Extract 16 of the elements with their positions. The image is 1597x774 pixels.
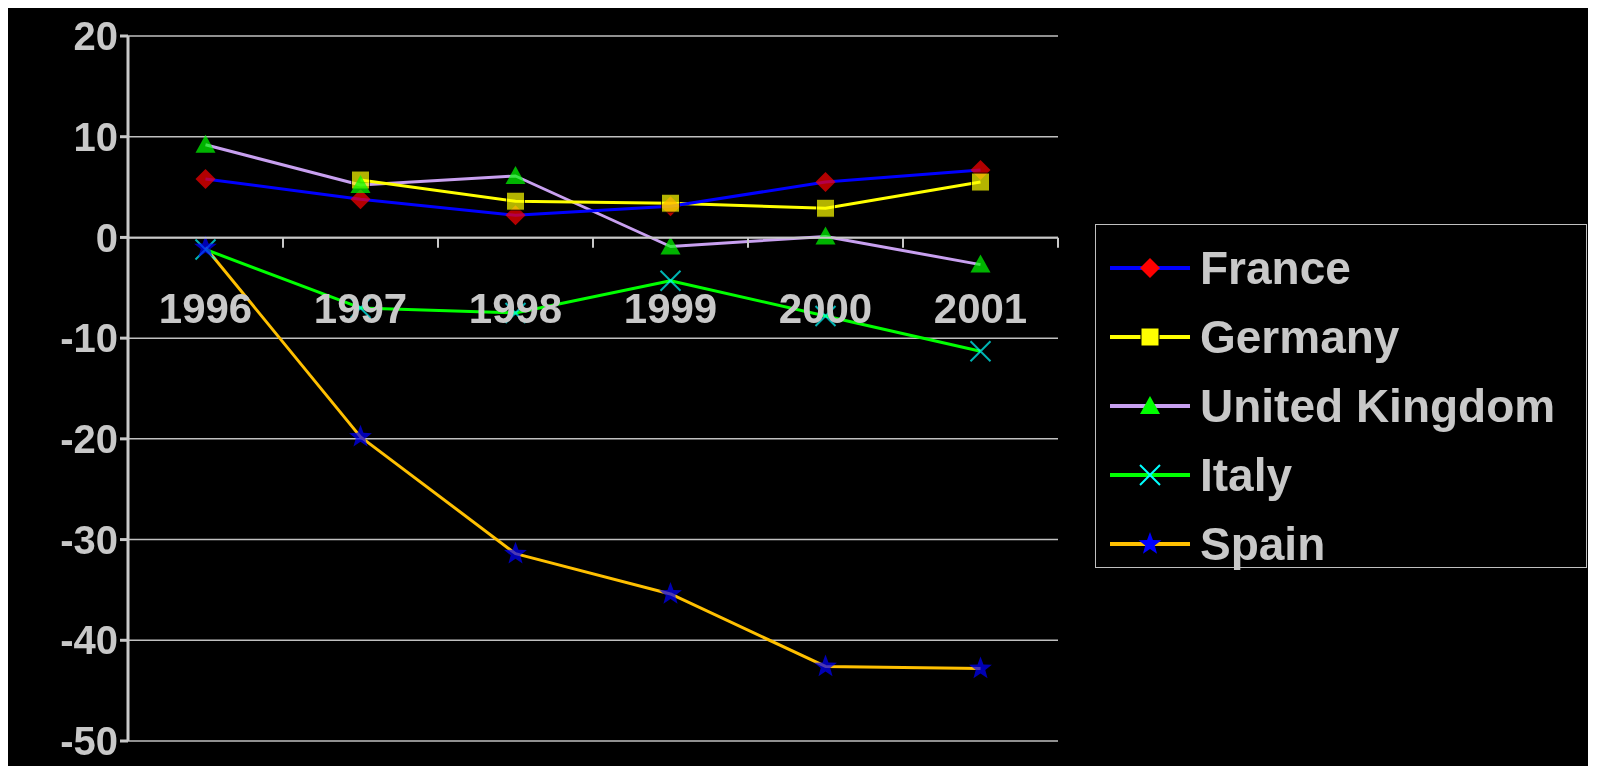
x-tick-label: 1996 <box>158 284 253 332</box>
y-tick-label: 0 <box>95 215 118 260</box>
y-tick-label: -30 <box>60 517 118 562</box>
y-tick-label: -40 <box>60 618 118 663</box>
x-tick-label: 2001 <box>933 284 1028 332</box>
y-tick-label: 20 <box>73 14 118 59</box>
x-tick-label: 1999 <box>623 284 718 332</box>
legend-label: France <box>1200 240 1351 295</box>
y-tick-label: -10 <box>60 316 118 361</box>
y-tick-label: 10 <box>73 114 118 159</box>
legend-label: United Kingdom <box>1200 378 1556 433</box>
y-tick-label: -50 <box>60 719 118 764</box>
legend-label: Italy <box>1200 447 1293 502</box>
legend-label: Germany <box>1200 309 1400 364</box>
legend-label: Spain <box>1200 516 1326 571</box>
y-tick-label: -20 <box>60 417 118 462</box>
